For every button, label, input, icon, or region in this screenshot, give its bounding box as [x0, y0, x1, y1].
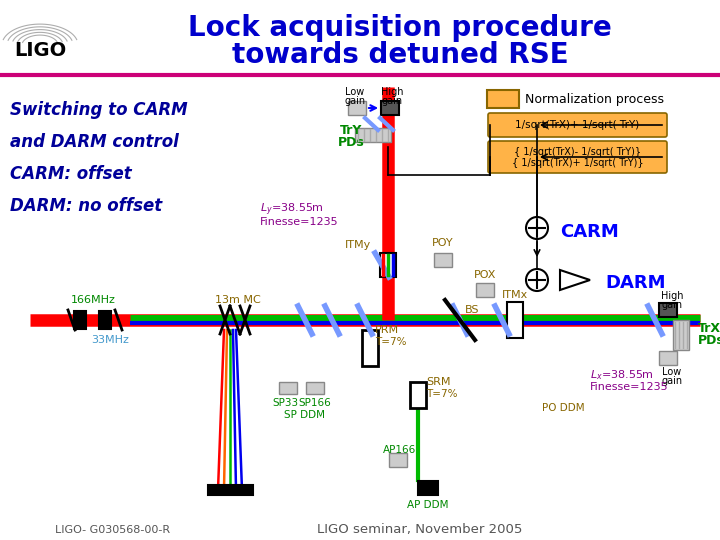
Text: SP33: SP33	[272, 398, 298, 408]
Text: { 1/sqrt(TrX)- 1/sqrt( TrY)}: { 1/sqrt(TrX)- 1/sqrt( TrY)}	[514, 147, 641, 157]
Text: TrX: TrX	[698, 321, 720, 334]
Bar	[306, 382, 324, 394]
Bar	[418, 481, 438, 495]
Text: Lock acquisition procedure: Lock acquisition procedure	[188, 14, 612, 42]
Text: towards detuned RSE: towards detuned RSE	[232, 41, 568, 69]
Bar	[380, 253, 396, 277]
Text: ITMx: ITMx	[502, 290, 528, 300]
Text: LIGO- G030568-00-R: LIGO- G030568-00-R	[55, 525, 170, 535]
Bar	[381, 101, 399, 115]
Text: Finesse=1235: Finesse=1235	[260, 217, 338, 227]
Text: 166MHz: 166MHz	[71, 295, 115, 305]
Text: 4: 4	[569, 277, 575, 287]
Bar	[99, 311, 111, 329]
Bar	[487, 90, 519, 108]
Text: High: High	[661, 291, 683, 301]
Text: POX: POX	[474, 270, 496, 280]
Bar	[673, 320, 689, 350]
Bar	[476, 283, 494, 297]
Text: AP DDM: AP DDM	[408, 500, 449, 510]
Text: gain: gain	[382, 96, 402, 106]
Text: { 1/sqrt(TrX)+ 1/sqrt( TrY)}: { 1/sqrt(TrX)+ 1/sqrt( TrY)}	[512, 158, 643, 168]
Text: CARM: CARM	[560, 223, 618, 241]
Bar	[389, 453, 407, 467]
Text: and DARM control: and DARM control	[10, 133, 179, 151]
Bar	[207, 485, 253, 495]
Text: gain: gain	[662, 300, 683, 310]
Text: PO DDM: PO DDM	[541, 403, 585, 413]
Text: AP166: AP166	[383, 445, 417, 455]
Bar	[279, 382, 297, 394]
Text: DARM: DARM	[605, 274, 665, 292]
Text: LIGO seminar, November 2005: LIGO seminar, November 2005	[318, 523, 523, 537]
Text: SP DDM: SP DDM	[284, 410, 325, 420]
Bar	[659, 303, 677, 317]
Text: PDs: PDs	[698, 334, 720, 347]
Text: BS: BS	[465, 305, 480, 315]
Text: 13m MC: 13m MC	[215, 295, 261, 305]
Bar	[434, 253, 452, 267]
Text: PDs: PDs	[338, 136, 364, 148]
Text: DARM: no offset: DARM: no offset	[10, 197, 162, 215]
Text: $L_x$=38.55m: $L_x$=38.55m	[590, 368, 654, 382]
Text: 1/sqrt(TrX)+ 1/sqrt( TrY): 1/sqrt(TrX)+ 1/sqrt( TrY)	[516, 120, 639, 130]
Text: TrY: TrY	[340, 124, 362, 137]
Bar	[659, 351, 677, 365]
Text: High: High	[381, 87, 403, 97]
Text: LIGO: LIGO	[14, 40, 66, 59]
Text: Low: Low	[346, 87, 364, 97]
Text: Finesse=1235: Finesse=1235	[590, 382, 669, 392]
Text: Switching to CARM: Switching to CARM	[10, 101, 188, 119]
Text: ITMy: ITMy	[345, 240, 371, 250]
Polygon shape	[560, 270, 590, 290]
Bar	[74, 311, 86, 329]
Text: SP166: SP166	[299, 398, 331, 408]
FancyBboxPatch shape	[488, 141, 667, 173]
Bar	[507, 302, 523, 338]
Text: 33MHz: 33MHz	[91, 335, 129, 345]
Text: POY: POY	[432, 238, 454, 248]
FancyBboxPatch shape	[488, 113, 667, 137]
Text: T=7%: T=7%	[426, 389, 457, 399]
Text: T=7%: T=7%	[375, 337, 407, 347]
Text: PRM: PRM	[375, 325, 399, 335]
Text: Normalization process: Normalization process	[525, 92, 664, 105]
Text: Low: Low	[662, 367, 682, 377]
Bar	[410, 382, 426, 408]
Text: CARM: offset: CARM: offset	[10, 165, 132, 183]
Text: $L_y$=38.55m: $L_y$=38.55m	[260, 202, 323, 218]
Bar	[348, 101, 366, 115]
Bar	[362, 330, 378, 366]
Text: gain: gain	[344, 96, 366, 106]
Text: SRM: SRM	[426, 377, 451, 387]
Text: gain: gain	[662, 376, 683, 386]
Bar	[355, 128, 391, 142]
